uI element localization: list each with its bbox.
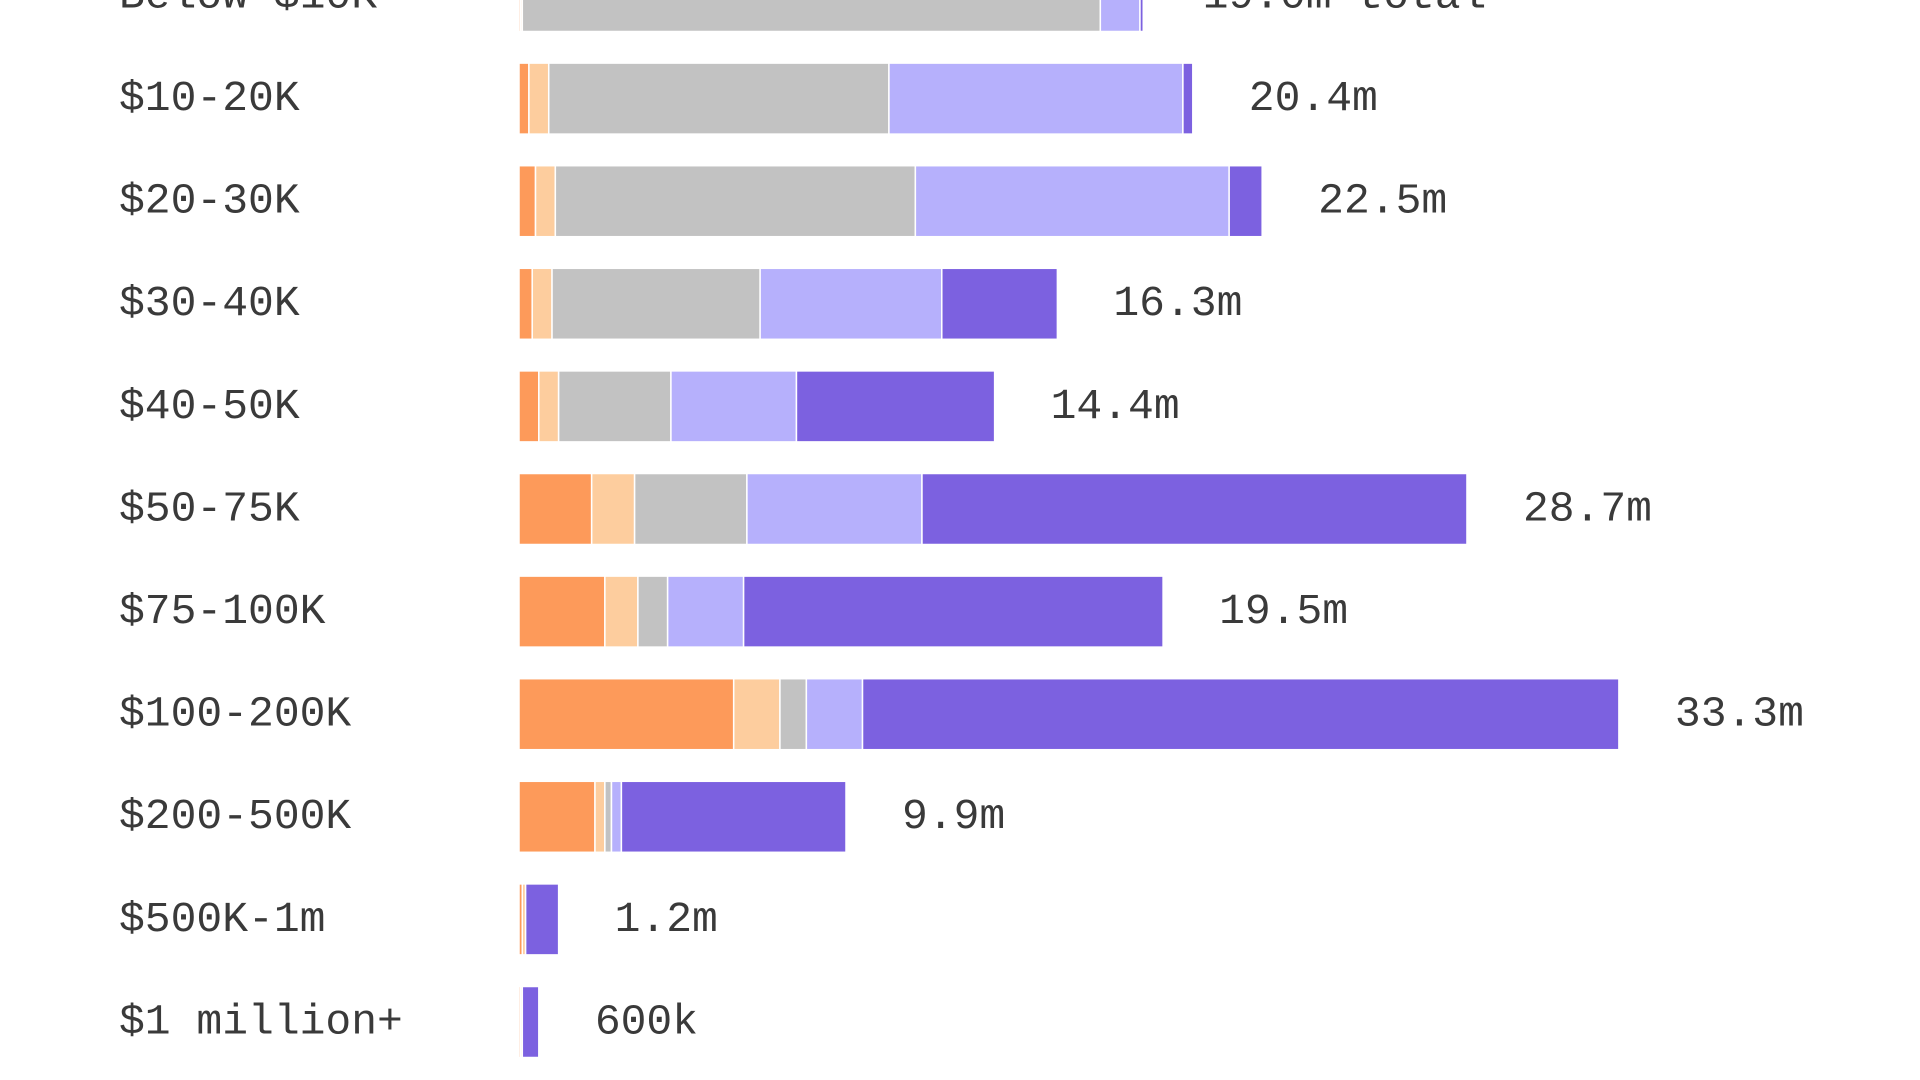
bar-segment [1099, 0, 1141, 33]
bar-segment [1182, 62, 1194, 135]
bar-segment [518, 575, 606, 648]
category-label: $500K-1m [119, 895, 325, 944]
value-label: 22.5m [1318, 177, 1447, 226]
value-label: 19.0m total [1203, 0, 1487, 20]
bar-segment [861, 677, 1620, 751]
bar-segment [524, 883, 560, 956]
bar-segment [551, 267, 761, 341]
category-label: $30-40K [119, 279, 300, 328]
bar-segment [518, 164, 537, 238]
bar-segment [518, 677, 735, 751]
bar-segment [518, 370, 540, 443]
bar-segment [521, 985, 540, 1059]
bar-segment [610, 780, 623, 854]
bar-segment [534, 164, 557, 238]
bar-segment [518, 267, 533, 341]
bar-segment [888, 62, 1184, 135]
value-label: 16.3m [1113, 279, 1242, 328]
bar-segment [742, 575, 1164, 648]
category-label: $100-200K [119, 690, 351, 739]
bar-segment [521, 0, 1102, 33]
category-label: $200-500K [119, 792, 351, 841]
value-label: 1.2m [615, 895, 718, 944]
bar-segment [620, 780, 847, 854]
value-label: 33.3m [1675, 690, 1804, 739]
bar-segment [1139, 0, 1145, 33]
bar-segment [1228, 164, 1263, 238]
bar-segment [518, 62, 530, 135]
bar-segment [914, 164, 1230, 238]
category-label: $40-50K [119, 382, 300, 431]
bar-segment [779, 677, 808, 751]
bar-segment [759, 267, 943, 341]
bar-segment [637, 575, 669, 648]
category-label: $75-100K [119, 587, 326, 636]
bar-segment [547, 62, 890, 135]
bar-segment [746, 472, 923, 546]
value-label: 14.4m [1051, 382, 1180, 431]
bar-segment [518, 0, 522, 33]
category-label: Below $10K [119, 0, 377, 20]
bar-segment [604, 575, 639, 648]
category-label: $50-75K [119, 484, 300, 533]
bar-segment [519, 0, 524, 33]
bar-segment [528, 62, 550, 135]
bar-segment [554, 164, 917, 238]
bar-segment [666, 575, 745, 648]
bar-segment [732, 677, 781, 751]
value-label: 9.9m [902, 792, 1005, 841]
bar-segment [594, 780, 606, 854]
category-label: $1 million+ [119, 997, 403, 1046]
value-label: 19.5m [1219, 587, 1348, 636]
category-label: $10-20K [119, 74, 300, 123]
value-label: 28.7m [1523, 484, 1652, 533]
bar-segment [805, 677, 864, 751]
value-label: 600k [595, 997, 698, 1046]
bar-segment [557, 370, 672, 443]
value-label: 20.4m [1249, 74, 1378, 123]
bar-segment [531, 267, 553, 341]
bar-segment [518, 472, 593, 546]
bar-segment [941, 267, 1059, 341]
bar-segment [538, 370, 560, 443]
bar-segment [604, 780, 613, 854]
bar-segment [795, 370, 996, 443]
category-label: $20-30K [119, 177, 300, 226]
bar-segment [590, 472, 636, 546]
bar-segment [633, 472, 748, 546]
bar-segment [670, 370, 798, 443]
bar-segment [518, 780, 596, 854]
bar-segment [921, 472, 1468, 546]
